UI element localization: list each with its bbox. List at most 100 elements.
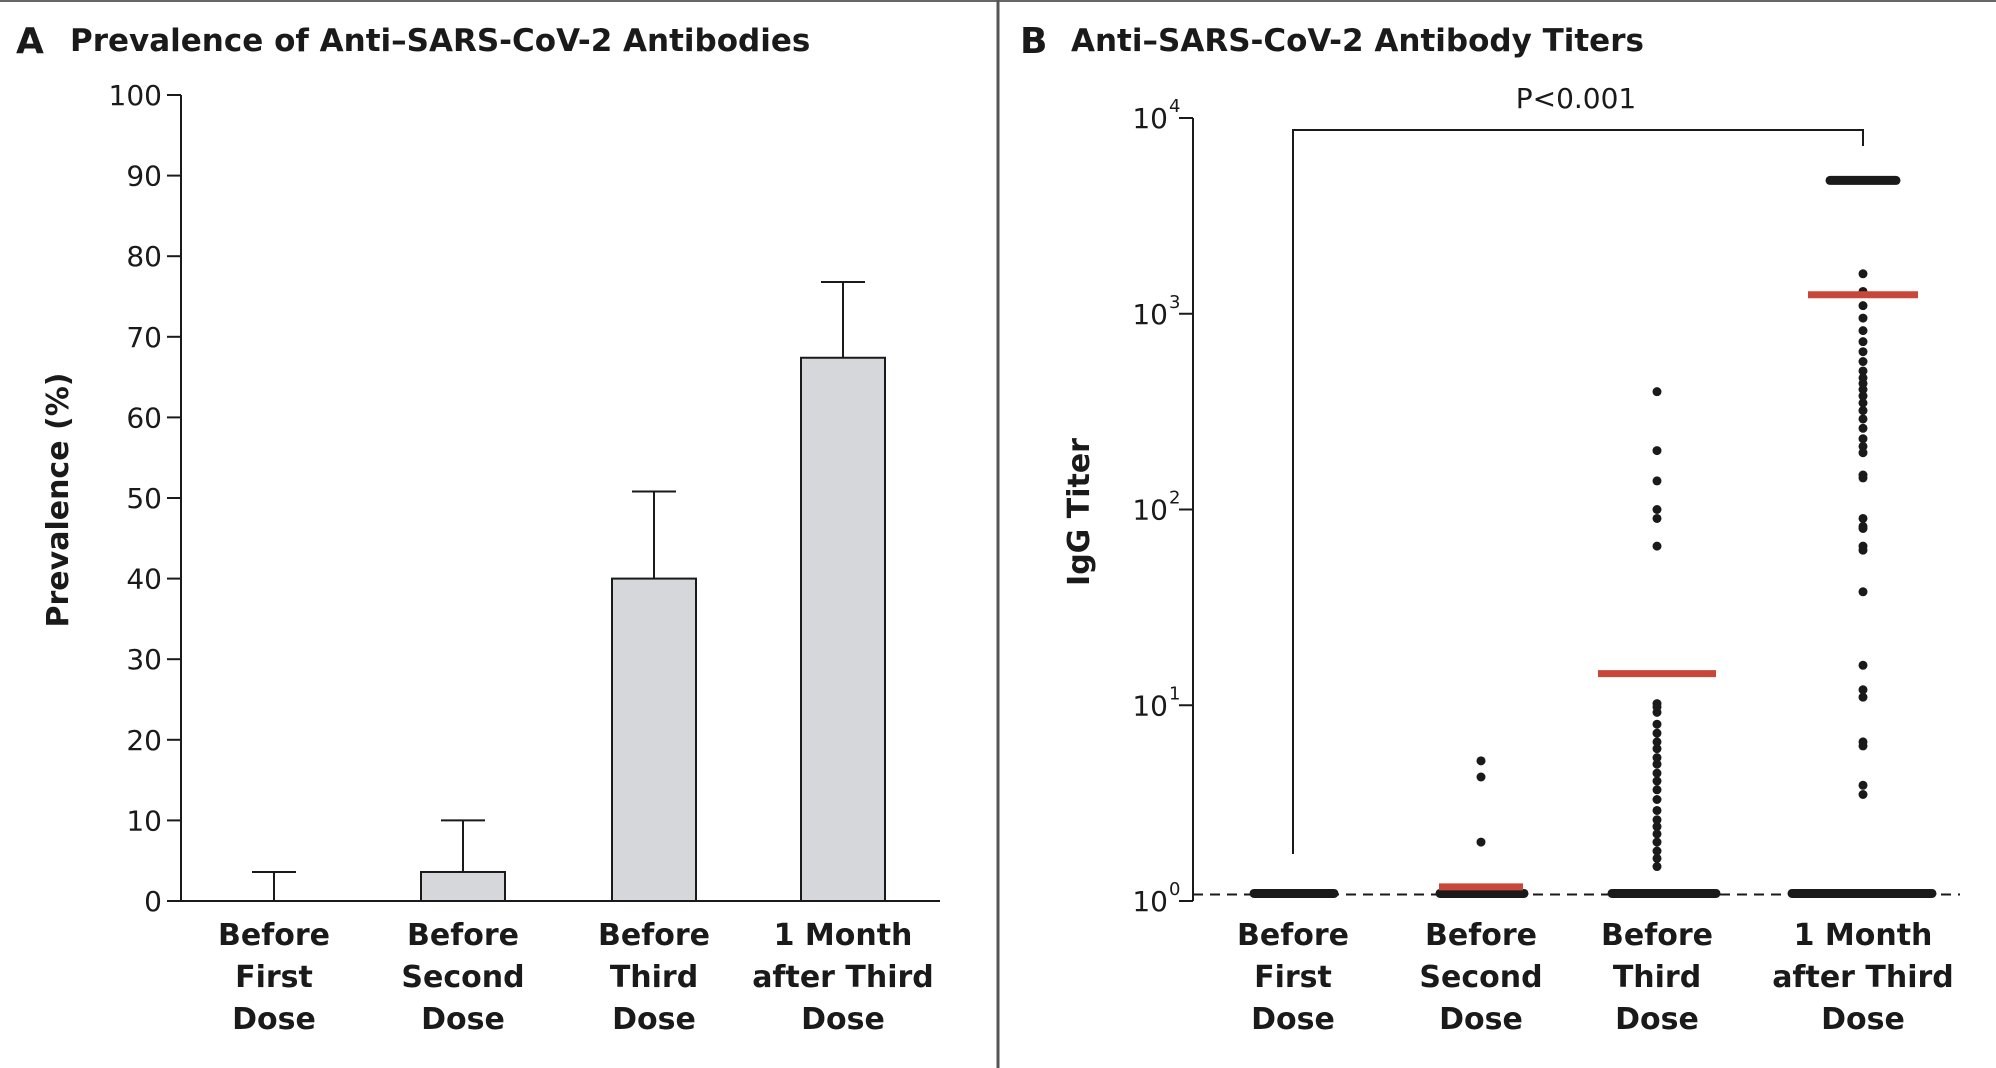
data-point bbox=[1858, 789, 1868, 799]
data-point bbox=[1858, 685, 1868, 695]
panel-b-y-tick-exponent: 2 bbox=[1169, 488, 1180, 509]
data-point bbox=[1652, 719, 1662, 729]
panel-b-letter: B bbox=[1020, 21, 1047, 62]
panel-a-y-tick-label: 50 bbox=[126, 482, 162, 515]
data-point bbox=[1476, 837, 1486, 847]
panel-a-y-tick-label: 80 bbox=[126, 240, 162, 273]
panel-a: A Prevalence of Anti–SARS-CoV-2 Antibodi… bbox=[16, 21, 940, 1037]
data-point bbox=[1652, 785, 1662, 795]
data-point bbox=[1858, 269, 1868, 279]
panel-b-category-label: Dose bbox=[1821, 1002, 1905, 1037]
panel-b-y-tick-label: 10 bbox=[1132, 102, 1168, 135]
data-point bbox=[1858, 326, 1868, 336]
data-point bbox=[1858, 741, 1868, 751]
panel-a-y-tick-label: 60 bbox=[126, 401, 162, 434]
bar bbox=[420, 870, 506, 903]
panel-a-title: Prevalence of Anti–SARS-CoV-2 Antibodies bbox=[70, 23, 810, 59]
panel-b-points bbox=[1249, 175, 1937, 898]
data-point bbox=[1858, 347, 1868, 357]
data-point bbox=[1652, 446, 1662, 456]
data-point bbox=[1858, 780, 1868, 790]
data-point bbox=[1652, 815, 1662, 825]
data-point bbox=[1652, 737, 1662, 747]
panel-a-category-label: Dose bbox=[421, 1002, 505, 1037]
data-point bbox=[1652, 513, 1662, 523]
panel-a-category-labels: Before First Dose Before Second Dose Before Thi… bbox=[218, 918, 934, 1037]
data-point bbox=[1652, 759, 1662, 769]
panel-b-category-label: Second bbox=[1419, 960, 1542, 995]
panel-b-significance-bracket bbox=[1292, 129, 1864, 854]
panel-b-category-label: after Third bbox=[1772, 960, 1954, 995]
panel-b-category-label: Before bbox=[1237, 918, 1349, 953]
data-point bbox=[1858, 398, 1868, 408]
panel-b-p-value: P<0.001 bbox=[1516, 82, 1637, 115]
panel-b-y-tick-label: 10 bbox=[1132, 298, 1168, 331]
bracket-line bbox=[1292, 129, 1864, 854]
panel-a-category-label: Second bbox=[401, 960, 524, 995]
panel-a-category-label: First bbox=[235, 960, 313, 995]
data-point bbox=[1858, 523, 1868, 533]
panel-b-y-tick-label: 10 bbox=[1132, 689, 1168, 722]
bar bbox=[611, 577, 697, 902]
panel-b-category-label: Before bbox=[1601, 918, 1713, 953]
data-point bbox=[1858, 301, 1868, 311]
panel-a-ylabel: Prevalence (%) bbox=[41, 373, 76, 628]
panel-a-category-label: after Third bbox=[752, 960, 934, 995]
data-point bbox=[1858, 313, 1868, 323]
panel-a-category-label: Before bbox=[598, 918, 710, 953]
panel-b: B Anti–SARS-CoV-2 Antibody Titers IgG Ti… bbox=[1020, 21, 1960, 1037]
panel-b-category-label: Third bbox=[1613, 960, 1701, 995]
panel-a-category-label: Before bbox=[407, 918, 519, 953]
data-point bbox=[1476, 772, 1486, 782]
data-point bbox=[1858, 423, 1868, 433]
panel-a-y-tick-label: 40 bbox=[126, 563, 162, 596]
data-point bbox=[1652, 805, 1662, 815]
panel-b-y-tick-exponent: 4 bbox=[1169, 96, 1180, 117]
panel-a-bars bbox=[252, 280, 886, 903]
panel-a-y-tick-label: 30 bbox=[126, 643, 162, 676]
data-point bbox=[1858, 448, 1868, 458]
data-point bbox=[1652, 776, 1662, 786]
panel-a-category-label: 1 Month bbox=[774, 918, 913, 953]
data-point bbox=[1652, 795, 1662, 805]
data-point bbox=[1858, 441, 1868, 451]
data-point bbox=[1652, 846, 1662, 856]
panel-b-ylabel: IgG Titer bbox=[1062, 438, 1097, 586]
data-point bbox=[1652, 862, 1662, 872]
panel-a-category-label: Before bbox=[218, 918, 330, 953]
data-point bbox=[1476, 756, 1486, 766]
panel-a-category-label: Dose bbox=[801, 1002, 885, 1037]
panel-b-category-label: Dose bbox=[1615, 1002, 1699, 1037]
panel-b-y-tick-exponent: 3 bbox=[1169, 292, 1180, 313]
data-point bbox=[1858, 660, 1868, 670]
data-point bbox=[1652, 707, 1662, 717]
data-point bbox=[1652, 753, 1662, 763]
panel-a-category-label: Third bbox=[610, 960, 698, 995]
panel-a-y-tick-label: 0 bbox=[144, 885, 162, 918]
data-point bbox=[1858, 357, 1868, 367]
panel-b-y-tick-exponent: 0 bbox=[1169, 879, 1180, 900]
data-point bbox=[1652, 853, 1662, 863]
panel-b-category-label: Dose bbox=[1251, 1002, 1335, 1037]
panel-a-y-tick-label: 90 bbox=[126, 160, 162, 193]
data-point bbox=[1858, 366, 1868, 376]
panel-b-medians bbox=[1439, 291, 1918, 891]
data-point bbox=[1652, 476, 1662, 486]
data-point bbox=[1652, 728, 1662, 738]
panel-a-y-ticks: 0 10 20 30 40 50 60 70 80 90 100 bbox=[109, 79, 181, 918]
panel-a-category-label: Dose bbox=[612, 1002, 696, 1037]
data-point bbox=[1858, 473, 1868, 483]
panel-a-letter: A bbox=[16, 21, 44, 62]
panel-b-category-label: 1 Month bbox=[1794, 918, 1933, 953]
data-point bbox=[1652, 505, 1662, 514]
data-point bbox=[1652, 541, 1662, 551]
panel-a-category-label: Dose bbox=[232, 1002, 316, 1037]
data-point bbox=[1858, 434, 1868, 444]
data-point bbox=[1858, 692, 1868, 702]
panel-b-y-tick-label: 10 bbox=[1132, 885, 1168, 918]
panel-a-y-tick-label: 20 bbox=[126, 724, 162, 757]
panel-b-category-label: Dose bbox=[1439, 1002, 1523, 1037]
panel-a-y-tick-label: 10 bbox=[126, 804, 162, 837]
